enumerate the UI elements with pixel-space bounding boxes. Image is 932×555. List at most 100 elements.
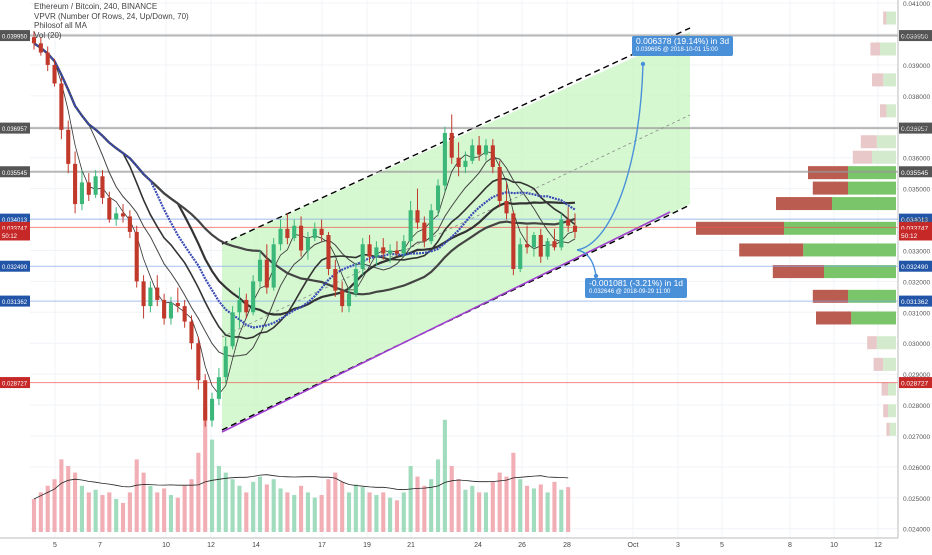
y-tick-label: 0.030000 [903, 341, 930, 348]
y-tick-label: 0.035000 [903, 187, 930, 194]
volume-bar [141, 472, 146, 532]
volume-bar [114, 499, 119, 532]
volume-bar [319, 495, 324, 532]
vpvr-up-bar [848, 289, 896, 303]
volume-bar [230, 479, 235, 532]
volume-bar [518, 479, 523, 532]
vpvr-up-bar [876, 135, 896, 149]
candle-body [162, 299, 167, 319]
volume-bar [299, 485, 304, 532]
candle-body [31, 37, 37, 44]
vpvr-down-bar [860, 135, 877, 149]
x-tick-label: 10 [830, 542, 838, 549]
candle-body [196, 343, 201, 381]
candle-body [367, 244, 372, 257]
vpvr-up-bar [886, 104, 896, 118]
volume-bar [367, 492, 372, 532]
volume-bar [394, 500, 400, 532]
candle-body [59, 83, 64, 130]
price-label-right: 0.034013 [901, 217, 928, 224]
price-label-bg-left [0, 221, 30, 233]
candle-body [388, 250, 393, 254]
price-label-bg-right [899, 213, 932, 225]
channel-upper-line [221, 27, 691, 245]
candle-body [559, 219, 564, 248]
volume-bar [168, 495, 174, 532]
candle-body [189, 321, 194, 344]
upside-target-point [640, 61, 646, 67]
volume-bar [326, 479, 331, 532]
price-label-bg-left [0, 166, 30, 178]
channel-mid-line [221, 114, 691, 338]
candle-body [538, 234, 543, 257]
channel-lower-line [221, 204, 691, 431]
price-label-bg-left [0, 295, 30, 307]
candle-body [490, 145, 495, 167]
volume-bar [162, 488, 167, 532]
upper-target-callout[interactable]: 0.006378 (19.14%) in 3d 0.039695 @ 2018-… [632, 36, 734, 56]
candle-body [230, 312, 235, 347]
vpvr-down-bar [816, 311, 852, 325]
volume-bar [209, 439, 215, 532]
volume-bar [566, 487, 571, 532]
volume-bar [223, 472, 228, 532]
price-label-bg-left [0, 260, 30, 272]
vpvr-up-bar [883, 357, 896, 371]
price-label-bg-right [899, 30, 932, 42]
downside-target-point [593, 273, 599, 279]
vpvr-indicator-label[interactable]: VPVR (Number Of Rows, 24, Up/Down, 70) [34, 11, 189, 21]
candle-body [531, 234, 536, 248]
candle-body [299, 225, 304, 251]
vpvr-down-bar [739, 243, 804, 257]
lower-target-callout[interactable]: -0.001081 (-3.21%) in 1d 0.032646 @ 2018… [585, 278, 688, 298]
volume-bars [31, 406, 571, 532]
price-label-bg-left [0, 229, 30, 241]
price-label-bg-right [899, 221, 932, 233]
volume-bar [531, 488, 536, 532]
x-tick-label: 3 [676, 542, 680, 549]
volume-bar [408, 466, 413, 532]
candle-body [120, 213, 126, 217]
candle-body [504, 200, 509, 214]
vpvr-up-bar [886, 11, 896, 25]
volume-bar [292, 495, 297, 532]
volume-bar [435, 459, 441, 532]
volume-indicator-label[interactable]: Vol (20) [34, 30, 62, 40]
vpvr-down-bar [886, 422, 890, 436]
candle-body [422, 222, 427, 242]
candle-body [45, 52, 50, 65]
vpvr-histogram [696, 11, 896, 436]
volume-bar [203, 406, 208, 532]
symbol-title[interactable]: Ethereum / Bitcoin, 240, BINANCE [34, 2, 158, 11]
volume-bar [120, 502, 126, 532]
candle-body [456, 157, 461, 167]
vpvr-down-bar [880, 104, 887, 118]
volume-bar [353, 484, 358, 532]
candle-body [572, 225, 578, 232]
candle-body [285, 228, 290, 239]
vpvr-up-bar [803, 243, 896, 257]
y-tick-label: 0.041000 [903, 1, 930, 8]
x-tick-label: 19 [363, 542, 371, 549]
volume-bar [45, 485, 50, 532]
candlesticks [31, 30, 578, 427]
x-tick-label: 10 [162, 542, 170, 549]
y-tick-label: 0.029000 [903, 372, 930, 379]
price-label-left: 0.036957 [2, 127, 28, 133]
vpvr-up-bar [784, 221, 896, 235]
ma-indicator-label[interactable]: Philosof all MA [34, 21, 87, 30]
volume-bar [182, 485, 187, 532]
volume-bar [538, 484, 543, 532]
price-label-bg-right [899, 229, 932, 241]
candle-body [38, 43, 43, 53]
vpvr-down-bar [852, 150, 872, 164]
volume-bar [134, 459, 139, 532]
price-label-bg-right [899, 377, 932, 389]
candle-body [278, 228, 283, 245]
candle-body [134, 231, 139, 282]
candle-body [100, 176, 105, 198]
volume-bar [216, 466, 221, 532]
candle-body [360, 244, 365, 269]
